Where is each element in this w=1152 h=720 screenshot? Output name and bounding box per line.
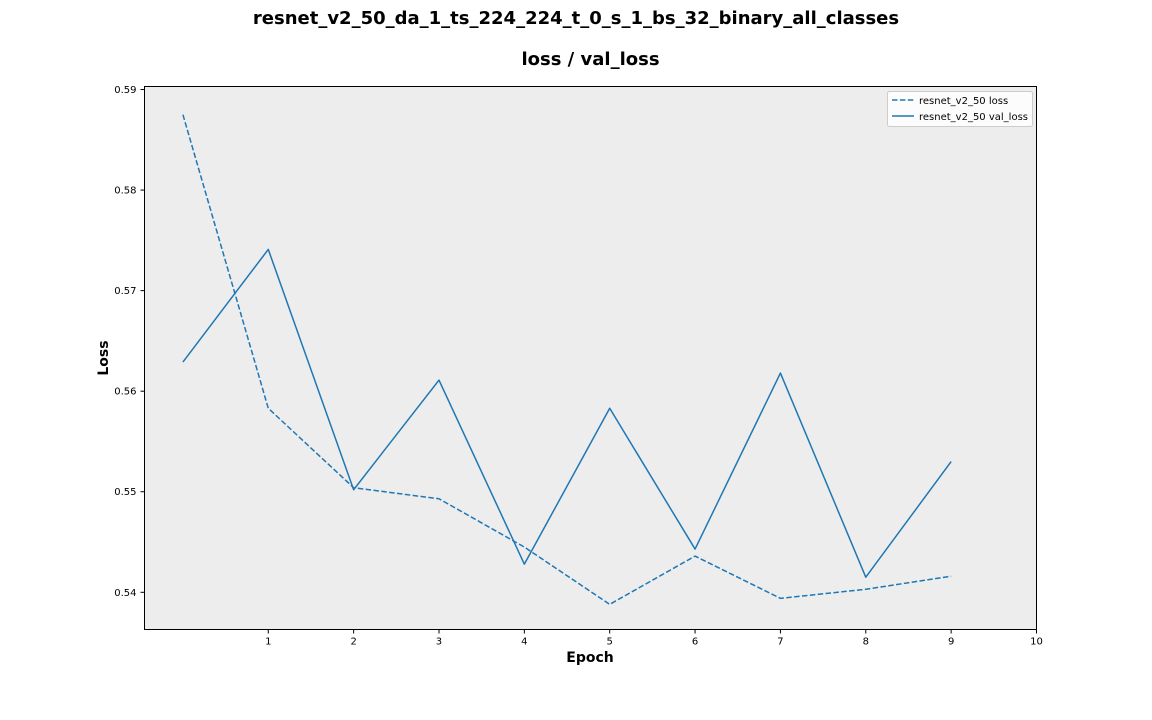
y-tick-label: 0.57: [114, 286, 136, 297]
x-axis: 1 2 3 4 5 6 7 8 9 10: [265, 629, 1043, 648]
x-tick-label: 3: [436, 637, 442, 648]
x-axis-label: Epoch: [566, 650, 613, 666]
x-tick-label: 9: [948, 637, 954, 648]
x-tick-label: 10: [1030, 637, 1043, 648]
series-line-loss: [182, 114, 952, 606]
legend: resnet_v2_50 loss resnet_v2_50 val_loss: [887, 91, 1033, 127]
x-tick-label: 2: [350, 637, 356, 648]
y-tick-label: 0.54: [114, 588, 136, 599]
series-lines: [182, 114, 952, 606]
y-axis: 0.54 0.55 0.56 0.57 0.58 0.59: [114, 85, 145, 599]
x-tick-label: 4: [521, 637, 527, 648]
x-tick-label: 7: [777, 637, 783, 648]
y-axis-label: Loss: [96, 340, 112, 375]
y-tick-label: 0.59: [114, 85, 136, 96]
y-tick-label: 0.58: [114, 186, 136, 197]
x-tick-label: 8: [863, 637, 869, 648]
series-line-val-loss: [182, 248, 952, 578]
chart-title: loss / val_loss: [521, 49, 660, 70]
legend-label-val-loss: resnet_v2_50 val_loss: [919, 112, 1028, 123]
x-tick-label: 5: [607, 637, 613, 648]
figure-suptitle: resnet_v2_50_da_1_ts_224_224_t_0_s_1_bs_…: [252, 8, 900, 29]
y-tick-label: 0.55: [114, 487, 136, 498]
legend-label-loss: resnet_v2_50 loss: [919, 96, 1008, 107]
x-tick-label: 1: [265, 637, 271, 648]
x-tick-label: 6: [692, 637, 698, 648]
y-tick-label: 0.56: [114, 387, 136, 398]
plot-area: [144, 86, 1037, 630]
